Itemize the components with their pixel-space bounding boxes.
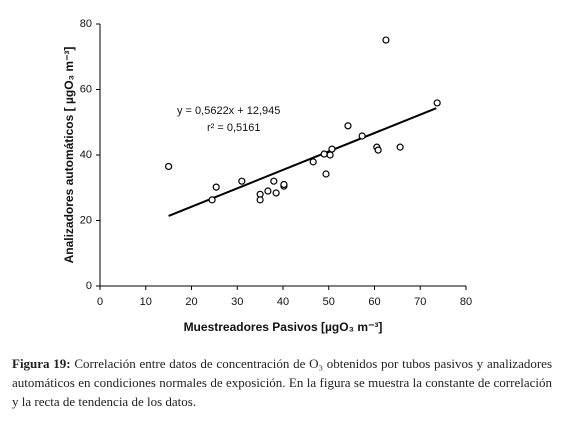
x-tick-label: 60	[368, 296, 380, 308]
x-tick-label: 0	[97, 296, 103, 308]
point	[396, 143, 404, 151]
x-tick-label: 30	[231, 296, 243, 308]
point	[358, 132, 366, 140]
point	[374, 146, 382, 154]
caption: Figura 19: Correlación entre datos de co…	[12, 354, 552, 411]
point	[328, 145, 336, 153]
y-tick-label: 0	[86, 280, 92, 292]
r-squared: r² = 0,5161	[207, 122, 261, 134]
x-tick-label: 70	[414, 296, 426, 308]
x-axis-label: Muestreadores Pasivos [µgO₃ m⁻³]	[184, 320, 383, 334]
point	[264, 187, 272, 195]
x-tick-label: 80	[460, 296, 472, 308]
point	[165, 162, 173, 171]
y-tick-label: 40	[80, 149, 92, 161]
y-tick-label: 20	[80, 214, 92, 226]
x-tick-label: 10	[140, 296, 152, 308]
point	[256, 196, 264, 204]
y-axis-label: Analizadores automáticos [ µgO₃ m⁻³]	[62, 47, 76, 264]
chart: y = 0,5622x + 12,945 r² = 0,5161 Muestre…	[62, 18, 472, 334]
x-tick-label: 40	[277, 296, 289, 308]
point	[322, 170, 330, 178]
point	[280, 180, 288, 189]
caption-text: Correlación entre datos de concentración…	[12, 356, 552, 409]
point	[326, 151, 334, 159]
point	[309, 158, 317, 166]
point	[344, 122, 352, 130]
point	[270, 177, 278, 185]
point	[320, 150, 328, 158]
y-tick-label: 80	[80, 18, 92, 30]
point	[212, 183, 220, 191]
point	[238, 177, 246, 185]
equation: y = 0,5622x + 12,945	[177, 105, 280, 117]
y-tick-label: 60	[80, 83, 92, 95]
x-tick-label: 20	[185, 296, 197, 308]
point	[272, 189, 280, 197]
point	[433, 99, 441, 107]
point	[382, 36, 390, 44]
caption-label: Figura 19:	[12, 356, 71, 371]
point	[208, 196, 216, 204]
x-tick-label: 50	[323, 296, 335, 308]
